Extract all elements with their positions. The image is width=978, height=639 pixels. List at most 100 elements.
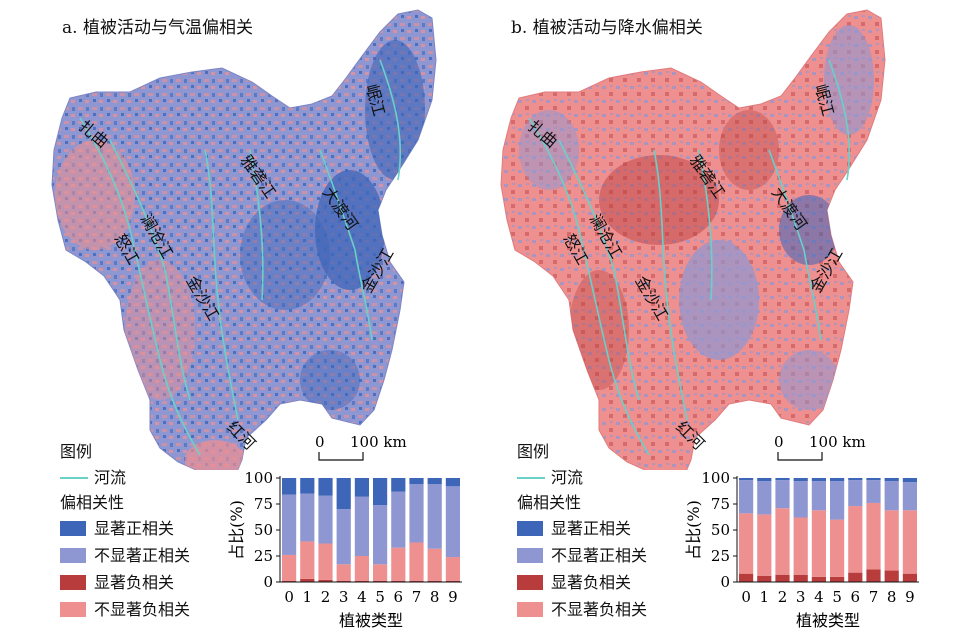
bar-segment <box>427 484 442 549</box>
x-tick-label: 2 <box>778 588 788 606</box>
scale-distance: 100 km <box>809 433 866 451</box>
bar-segment <box>757 481 772 515</box>
legend-swatch <box>517 575 543 590</box>
bar-segment <box>775 480 790 509</box>
scale-bar: 0 100 km <box>774 433 866 461</box>
y-tick-label: 75 <box>254 495 273 513</box>
x-tick-label: 1 <box>760 588 770 606</box>
x-axis-label: 植被类型 <box>796 611 860 630</box>
legend-item: 不显著正相关 <box>517 542 647 569</box>
x-tick-label: 6 <box>394 588 404 606</box>
scale-distance: 100 km <box>350 433 407 451</box>
legend-label: 不显著负相关 <box>94 600 191 619</box>
legend-label: 不显著负相关 <box>551 600 648 619</box>
bar-segment <box>391 491 406 548</box>
bar-segment <box>793 517 808 575</box>
bar-segment <box>409 542 424 581</box>
bar-segment <box>866 502 881 570</box>
bar-segment <box>409 580 424 582</box>
bar-segment <box>354 580 369 582</box>
x-tick-label: 2 <box>321 588 331 606</box>
bar-segment <box>775 478 790 481</box>
bar-segment <box>318 495 333 544</box>
bar-segment <box>793 574 808 582</box>
legend-item: 显著负相关 <box>60 569 190 596</box>
bar-segment <box>427 478 442 485</box>
legend-label: 河流 <box>94 468 127 487</box>
legend-category-heading: 偏相关性 <box>517 493 582 512</box>
bar-segment <box>391 580 406 582</box>
legend-item: 不显著负相关 <box>60 596 190 623</box>
bar-segment <box>300 578 315 582</box>
bar-segment <box>775 508 790 575</box>
legend-swatch <box>60 548 86 563</box>
legend-heading: 图例 <box>517 442 550 461</box>
bar-segment <box>391 478 406 492</box>
legend-heading: 图例 <box>60 442 93 461</box>
bar-segment <box>848 506 863 573</box>
legend-item: 显著正相关 <box>60 515 190 542</box>
bar-segment <box>318 543 333 580</box>
bar-segment <box>811 576 826 582</box>
x-axis-label: 植被类型 <box>339 611 403 630</box>
bar-segment <box>282 494 297 555</box>
x-tick-label: 4 <box>357 588 367 606</box>
bar-segment <box>445 580 460 582</box>
river-line-icon <box>60 476 88 479</box>
bar-segment <box>739 573 754 582</box>
study-region <box>51 9 437 470</box>
bar-segment <box>282 554 297 581</box>
bar-segment <box>300 493 315 542</box>
bar-segment <box>318 579 333 582</box>
bar-segment <box>830 519 845 577</box>
legend-label: 不显著正相关 <box>94 546 191 565</box>
rivers <box>528 59 851 456</box>
x-tick-label: 7 <box>412 588 422 606</box>
legend-label: 不显著正相关 <box>551 546 648 565</box>
bar-segment <box>866 478 881 481</box>
bar-segment <box>427 580 442 582</box>
bar-segment <box>793 478 808 482</box>
legend-label: 显著正相关 <box>94 519 175 538</box>
y-tick-label: 50 <box>711 521 730 539</box>
bar-segment <box>391 547 406 581</box>
panel-title: a. 植被活动与气温偏相关 <box>62 18 253 38</box>
x-tick-label: 0 <box>741 588 751 606</box>
bar-segment <box>373 478 388 506</box>
scale-zero: 0 <box>315 433 325 451</box>
x-tick-label: 6 <box>851 588 861 606</box>
bar-segment <box>354 496 369 556</box>
legend-swatch <box>517 521 543 536</box>
scale-zero: 0 <box>774 433 784 451</box>
panel-title: b. 植被活动与降水偏相关 <box>511 18 703 38</box>
bar-segment <box>884 481 899 511</box>
x-tick-label: 3 <box>339 588 349 606</box>
bar-segment <box>830 576 845 582</box>
panel-temperature: 扎曲 澜沧江 怒江 金沙江 雅砻江 大渡河 岷江 金沙江 红河 a. 植被活动与… <box>51 9 462 630</box>
x-tick-label: 3 <box>796 588 806 606</box>
y-tick-label: 75 <box>711 495 730 513</box>
legend-item: 不显著正相关 <box>60 542 190 569</box>
x-tick-label: 0 <box>284 588 294 606</box>
legend-label: 显著负相关 <box>551 573 632 592</box>
bar-segment <box>354 556 369 581</box>
rivers <box>79 59 402 456</box>
bar-segment <box>282 580 297 582</box>
legend: 图例 河流 偏相关性 显著正相关 不显著正相关 显著负相关 不显著负相关 <box>60 440 190 623</box>
bar-segment <box>811 510 826 577</box>
legend-swatch <box>60 521 86 536</box>
bar-segment <box>902 478 917 483</box>
bar-segment <box>318 478 333 496</box>
bar-segment <box>336 564 351 581</box>
x-tick-label: 5 <box>832 588 842 606</box>
x-tick-label: 8 <box>887 588 897 606</box>
panel-precipitation: 扎曲 澜沧江 怒江 金沙江 雅砻江 大渡河 岷江 金沙江 红河 b. 植被活动与… <box>489 0 978 639</box>
legend-item: 显著负相关 <box>517 569 647 596</box>
y-axis-label: 占比(%) <box>227 500 246 560</box>
bar-segment <box>427 548 442 581</box>
bar-segment <box>373 580 388 582</box>
bar-segment <box>902 510 917 574</box>
correlation-zones <box>55 40 425 470</box>
